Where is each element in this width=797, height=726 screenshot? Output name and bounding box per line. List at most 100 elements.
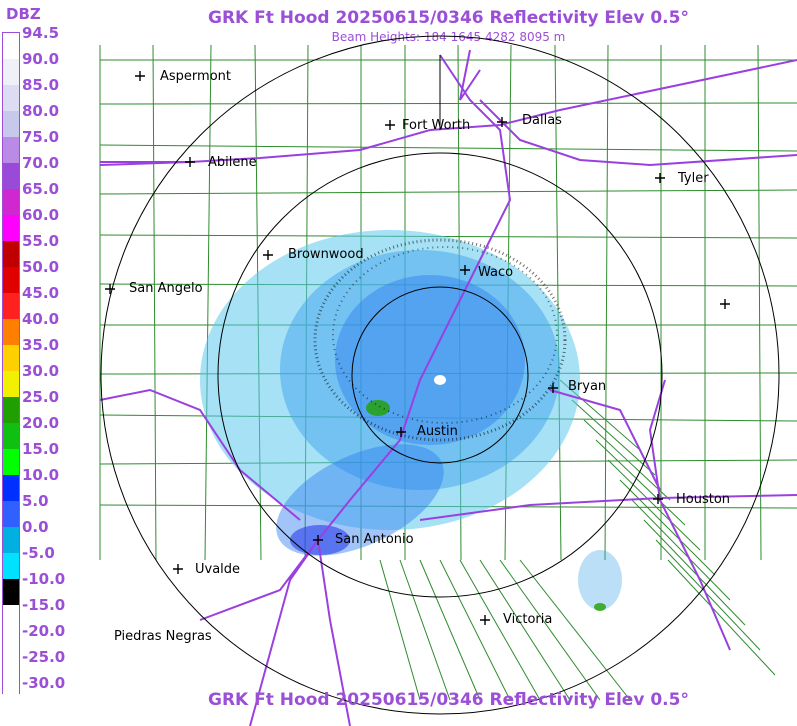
county-line — [619, 479, 716, 576]
county-line — [757, 44, 762, 561]
color-scale-label: 15.0 — [22, 440, 60, 458]
clutter-ring — [313, 238, 567, 442]
color-scale-label: 65.0 — [22, 180, 60, 198]
color-scale-label: -25.0 — [22, 648, 66, 666]
county-line — [607, 459, 701, 551]
county-line — [655, 539, 761, 651]
color-scale-swatch — [3, 293, 19, 319]
legend-unit: DBZ — [6, 5, 41, 23]
product-title: GRK Ft Hood 20250615/0346 Reflectivity E… — [208, 8, 689, 28]
color-scale-bar — [2, 32, 20, 709]
color-scale-swatch — [3, 137, 19, 163]
color-scale-label: 94.5 — [22, 24, 60, 42]
city-marker-icon — [173, 564, 183, 574]
city-marker-icon — [135, 71, 145, 81]
city-marker-icon — [185, 157, 195, 167]
color-scale-swatch — [3, 189, 19, 215]
county-line — [667, 559, 776, 676]
city-label: Waco — [478, 265, 513, 280]
city-marker-icon — [497, 117, 507, 127]
city-label: Victoria — [503, 612, 552, 627]
city-label: Brownwood — [288, 247, 364, 262]
city-marker-icon — [653, 494, 663, 504]
city-marker-icon — [655, 173, 665, 183]
county-line — [99, 102, 797, 105]
city-label: San Angelo — [129, 281, 203, 296]
color-scale-label: 50.0 — [22, 258, 60, 276]
color-scale-swatch — [3, 85, 19, 111]
county-line — [643, 519, 746, 626]
city-label: Abilene — [208, 155, 257, 170]
color-scale-label: 90.0 — [22, 50, 60, 68]
color-scale-label: 80.0 — [22, 102, 60, 120]
county-line — [459, 559, 541, 701]
county-line — [519, 559, 631, 701]
county-line — [379, 559, 421, 701]
city-marker-icon — [105, 284, 115, 294]
color-scale-label: 25.0 — [22, 388, 60, 406]
color-scale-swatch — [3, 345, 19, 371]
county-line — [571, 399, 656, 476]
city-label: San Antonio — [335, 532, 414, 547]
color-scale-swatch — [3, 605, 19, 631]
color-scale-label: -10.0 — [22, 570, 66, 588]
county-line — [152, 44, 157, 561]
city-marker-icon — [720, 299, 730, 309]
color-scale-label: -30.0 — [22, 674, 66, 692]
color-scale-label: 20.0 — [22, 414, 60, 432]
color-scale-swatch — [3, 371, 19, 397]
color-scale-swatch — [3, 501, 19, 527]
color-scale-label: 40.0 — [22, 310, 60, 328]
county-line — [554, 44, 562, 561]
color-scale-swatch — [3, 475, 19, 501]
city-label: Austin — [417, 424, 458, 439]
county-line — [479, 559, 571, 701]
city-label: Bryan — [568, 379, 606, 394]
city-marker-icon — [460, 265, 470, 275]
city-label: Uvalde — [195, 562, 240, 577]
color-scale-swatch — [3, 423, 19, 449]
color-scale-label: 5.0 — [22, 492, 49, 510]
color-scale-label: 30.0 — [22, 362, 60, 380]
county-line — [604, 44, 609, 561]
color-scale-label: 85.0 — [22, 76, 60, 94]
color-scale-swatch — [3, 59, 19, 85]
city-marker-icon — [263, 250, 273, 260]
beam-heights: Beam Heights: 184 1645 4282 8095 m — [331, 30, 566, 44]
color-scale-label: 70.0 — [22, 154, 60, 172]
color-scale-label: 60.0 — [22, 206, 60, 224]
color-scale-swatch — [3, 449, 19, 475]
county-line — [631, 499, 731, 601]
city-label: Fort Worth — [402, 118, 470, 133]
color-scale-label: 35.0 — [22, 336, 60, 354]
color-scale-label: 0.0 — [22, 518, 49, 536]
county-line — [99, 144, 797, 152]
city-marker-icon — [480, 615, 490, 625]
color-scale-swatch — [3, 631, 19, 657]
county-line — [439, 559, 511, 701]
city-label: Aspermont — [160, 69, 231, 84]
color-scale-label: 75.0 — [22, 128, 60, 146]
highways — [99, 49, 797, 726]
color-scale-swatch — [3, 319, 19, 345]
city-label: Houston — [676, 492, 730, 507]
color-scale-label: -20.0 — [22, 622, 66, 640]
county-line — [99, 234, 797, 239]
county-line — [595, 439, 686, 526]
color-scale-swatch — [3, 397, 19, 423]
color-scale-label: 45.0 — [22, 284, 60, 302]
county-line — [99, 189, 797, 195]
color-scale-swatch — [3, 657, 19, 683]
color-scale-swatch — [3, 553, 19, 579]
footer-title: GRK Ft Hood 20250615/0346 Reflectivity E… — [208, 690, 689, 710]
color-scale-swatch — [3, 215, 19, 241]
reflectivity-echo — [200, 230, 622, 611]
color-scale-label: -15.0 — [22, 596, 66, 614]
range-rings — [100, 35, 780, 715]
color-scale-label: -5.0 — [22, 544, 55, 562]
color-scale-swatch — [3, 163, 19, 189]
county-line — [419, 559, 481, 701]
color-scale-swatch — [3, 241, 19, 267]
color-scale-swatch — [3, 33, 19, 59]
